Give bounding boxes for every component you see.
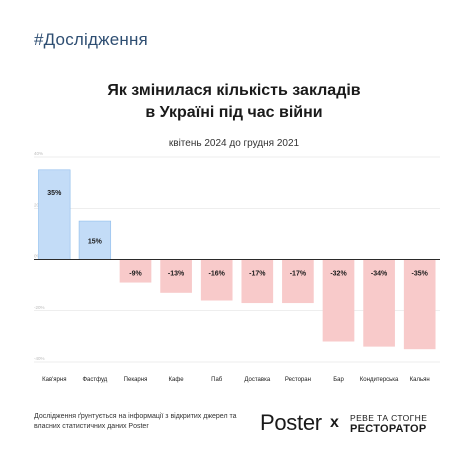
y-tick-label: 0% [34,254,41,259]
partner-line-1: РЕВЕ ТА СТОГНЕ [350,413,428,423]
category-label: Кафе [169,377,185,383]
partner-line-2: РЕСТОРАТОР [350,423,427,435]
y-tick-label: 40% [34,151,43,156]
logo-part-1: Pos [260,410,298,435]
category-label: Кав'ярня [42,377,66,383]
data-label: -34% [371,271,388,278]
hashtag: #Дослідження [34,30,148,49]
data-label: -32% [330,271,347,278]
data-label: 15% [88,238,103,245]
bar [282,259,314,304]
category-label: Фастфуд [82,377,107,383]
poster-logo: Poster [260,410,322,436]
bar [403,259,436,350]
data-label: -13% [168,271,185,278]
category-label: Кальян [410,377,430,383]
category-label: Кондитерська [360,377,399,383]
collab-separator: x [330,414,339,431]
chart-title-line-1: Як змінилася кількість закладів [107,82,361,99]
data-label: 35% [47,190,62,197]
category-label: Ресторан [285,377,311,383]
y-tick-label: -40% [34,356,45,361]
data-label: -35% [412,271,429,278]
chart-subtitle: квітень 2024 до грудня 2021 [168,138,300,149]
data-label: -17% [290,271,307,278]
y-tick-label: -20% [34,305,45,310]
partner-logo: РЕВЕ ТА СТОГНЕ РЕСТОРАТОР [350,413,427,435]
category-label: Доставка [244,377,270,383]
bar [119,259,152,283]
bar [160,259,192,293]
footnote: Дослідження ґрунтується на інформації з … [34,413,237,430]
bar [363,259,395,347]
chart-title-line-2: в Україні під час війни [145,104,323,121]
category-label: Пекарня [124,377,148,383]
bar [38,169,71,260]
data-label: -9% [129,271,142,278]
category-label: Бар [333,377,344,383]
bar [241,259,274,304]
category-label: Паб [211,377,223,383]
logo-part-2: ter [297,410,322,435]
data-label: -16% [209,271,226,278]
bar [78,220,112,260]
bar [322,259,355,342]
bar [200,259,233,301]
data-label: -17% [249,271,266,278]
